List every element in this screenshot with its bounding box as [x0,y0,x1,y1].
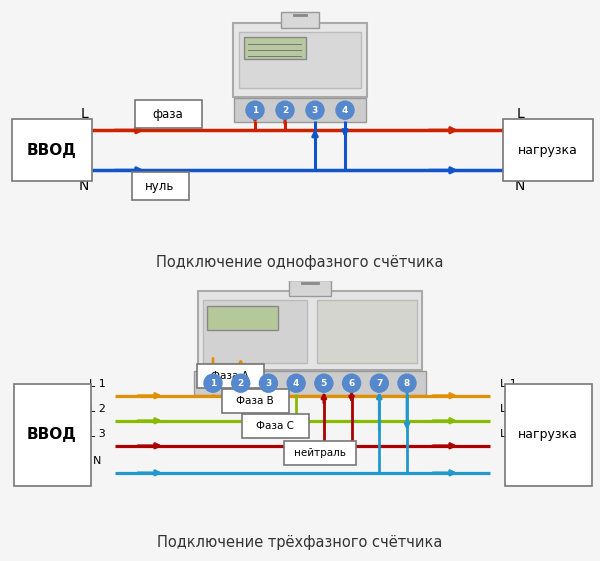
Text: N: N [93,456,101,466]
Text: L 1: L 1 [500,379,517,389]
Circle shape [204,374,222,392]
FancyBboxPatch shape [239,32,361,88]
FancyBboxPatch shape [505,384,592,486]
FancyBboxPatch shape [233,23,367,97]
Text: 3: 3 [312,105,318,114]
Circle shape [246,101,264,119]
Text: ВВОД: ВВОД [27,427,77,442]
Text: 6: 6 [349,379,355,388]
FancyBboxPatch shape [198,291,422,370]
Text: 2: 2 [282,105,288,114]
Text: нагрузка: нагрузка [518,144,578,157]
Text: L 2: L 2 [500,404,517,413]
Text: 7: 7 [376,379,382,388]
Circle shape [306,101,324,119]
FancyBboxPatch shape [131,172,188,200]
Text: N: N [515,180,525,194]
Text: L 2: L 2 [89,404,106,413]
Text: 2: 2 [238,379,244,388]
Circle shape [336,101,354,119]
Text: нейтраль: нейтраль [294,448,346,458]
Text: L: L [516,107,524,121]
Text: ВВОД: ВВОД [27,142,77,158]
Text: N: N [79,180,89,194]
FancyBboxPatch shape [284,441,356,465]
Text: N: N [504,456,512,466]
Text: 1: 1 [252,105,258,114]
Text: L 1: L 1 [89,379,106,389]
FancyBboxPatch shape [244,37,306,59]
FancyBboxPatch shape [317,300,417,363]
Text: Фаза В: Фаза В [236,396,274,406]
Text: 8: 8 [404,379,410,388]
FancyBboxPatch shape [503,119,593,181]
FancyBboxPatch shape [289,280,331,296]
FancyBboxPatch shape [12,119,92,181]
FancyBboxPatch shape [221,389,289,413]
FancyBboxPatch shape [134,100,202,128]
FancyBboxPatch shape [203,300,307,363]
Text: L: L [80,107,88,121]
Text: нагрузка: нагрузка [518,428,578,442]
Text: Подключение однофазного счётчика: Подключение однофазного счётчика [156,255,444,270]
Text: 5: 5 [321,379,327,388]
FancyBboxPatch shape [207,306,278,330]
Text: 3: 3 [265,379,272,388]
Circle shape [370,374,388,392]
Circle shape [287,374,305,392]
Text: 1: 1 [210,379,216,388]
Circle shape [398,374,416,392]
FancyBboxPatch shape [281,12,319,28]
Circle shape [343,374,361,392]
Text: Подключение трёхфазного счётчика: Подключение трёхфазного счётчика [157,535,443,550]
Text: фаза: фаза [152,108,184,121]
Text: Фаза С: Фаза С [256,421,294,431]
Text: Фаза А: Фаза А [211,371,249,381]
Text: 4: 4 [293,379,299,388]
Circle shape [232,374,250,392]
Text: L 3: L 3 [500,429,517,439]
FancyBboxPatch shape [197,364,263,388]
Text: L 3: L 3 [89,429,106,439]
FancyBboxPatch shape [241,414,308,438]
FancyBboxPatch shape [194,371,426,395]
FancyBboxPatch shape [14,384,91,486]
Text: нуль: нуль [145,180,175,193]
Circle shape [276,101,294,119]
Circle shape [259,374,277,392]
Circle shape [315,374,333,392]
Text: 4: 4 [342,105,348,114]
FancyBboxPatch shape [234,98,366,122]
